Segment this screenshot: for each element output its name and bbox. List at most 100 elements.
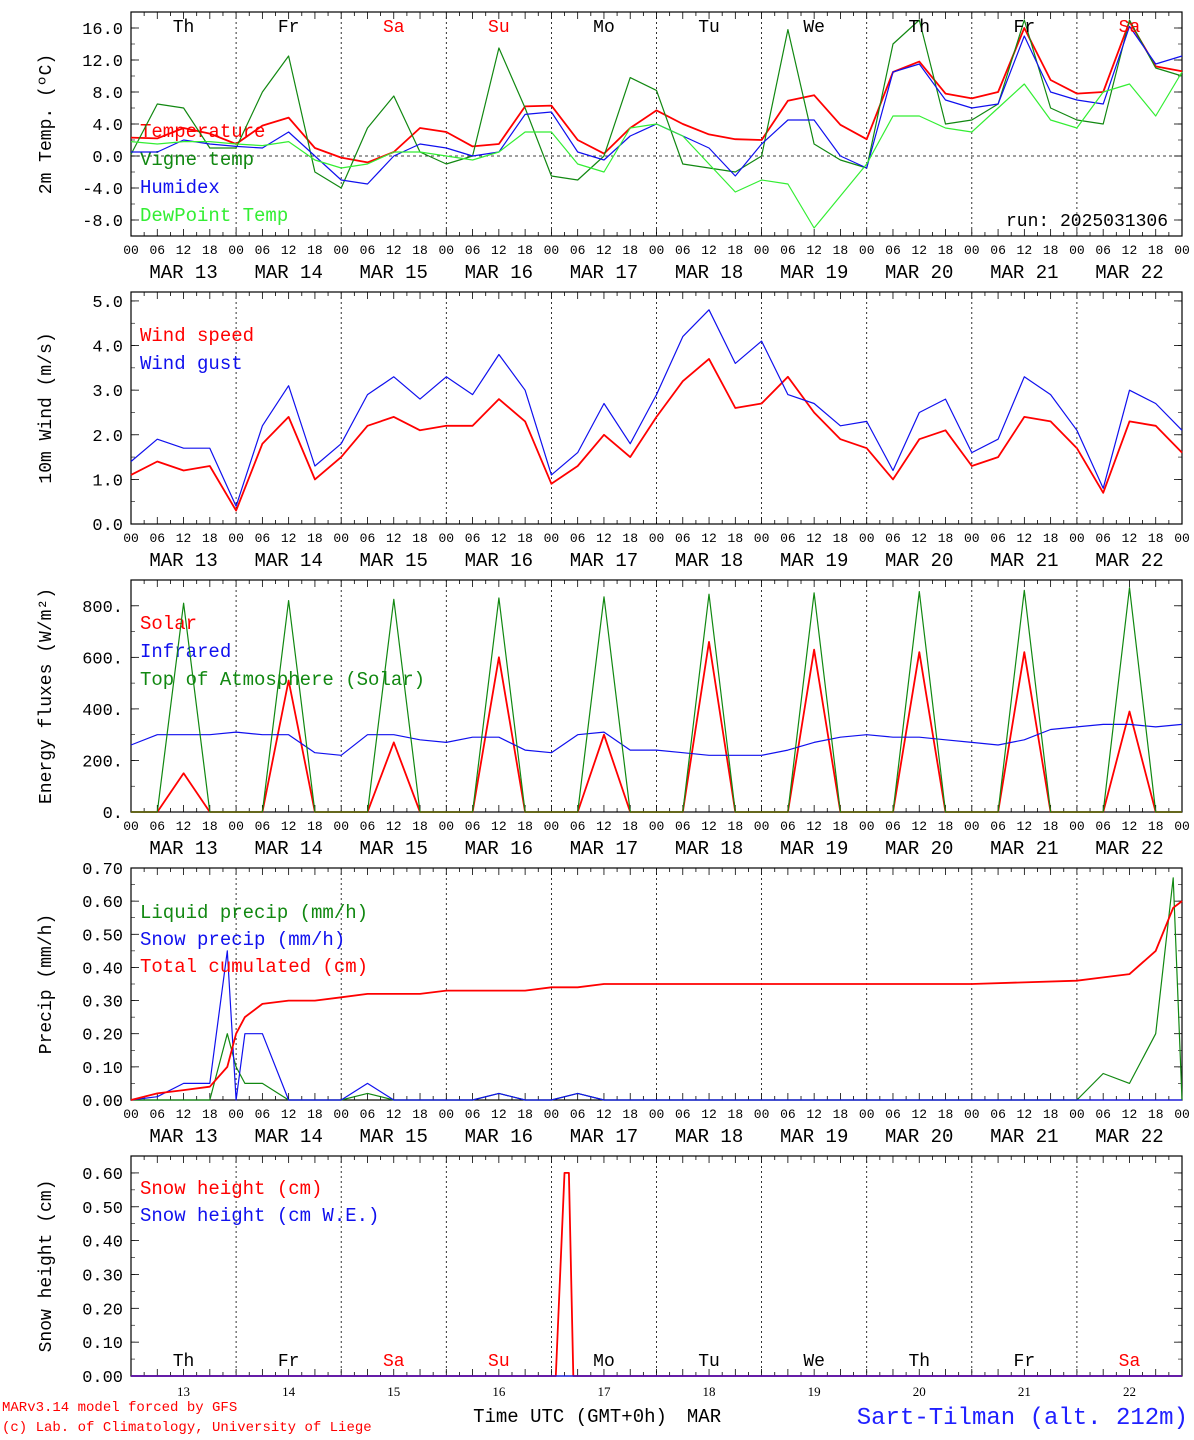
- hour-tick-label: 00: [1069, 531, 1085, 546]
- hour-tick-label: 18: [938, 531, 954, 546]
- hour-tick-label: 06: [465, 1107, 481, 1122]
- hour-tick-label: 06: [780, 1107, 796, 1122]
- legend-entry: Liquid precip (mm/h): [140, 902, 368, 924]
- hour-tick-label: 12: [596, 243, 612, 258]
- hour-tick-label: 06: [780, 531, 796, 546]
- hour-tick-label: 06: [1095, 819, 1111, 834]
- hour-tick-label: 00: [228, 531, 244, 546]
- y-tick-label: -4.0: [82, 181, 123, 200]
- day-number-label: 19: [808, 1384, 821, 1399]
- hour-tick-label: 12: [386, 819, 402, 834]
- hour-tick-label: 12: [911, 243, 927, 258]
- hour-tick-label: 12: [596, 819, 612, 834]
- hour-tick-label: 18: [1148, 531, 1164, 546]
- hour-tick-label: 12: [176, 243, 192, 258]
- weekday-label: Mo: [593, 1352, 615, 1372]
- series-line-dewpoint-temp: [130, 71, 1183, 229]
- hour-tick-label: 00: [228, 1107, 244, 1122]
- hour-tick-label: 00: [544, 1107, 560, 1122]
- y-tick-label: 4.0: [92, 117, 123, 136]
- hour-tick-label: 18: [1043, 1107, 1059, 1122]
- hour-tick-label: 12: [806, 531, 822, 546]
- weekday-label: Sa: [383, 1352, 405, 1372]
- series-line-humidex: [131, 25, 1183, 185]
- date-label: MAR 17: [570, 838, 638, 860]
- weekday-label: Mo: [593, 18, 615, 38]
- series-line-vigne-temp: [130, 19, 1183, 189]
- hour-tick-label: 18: [202, 1107, 218, 1122]
- y-axis-label: 2m Temp. (ºC): [37, 54, 57, 194]
- legend-entry: Snow height (cm W.E.): [140, 1205, 379, 1227]
- hour-tick-label: 00: [754, 1107, 770, 1122]
- hour-tick-label: 06: [780, 819, 796, 834]
- hour-tick-label: 18: [1148, 243, 1164, 258]
- hour-tick-label: 12: [911, 819, 927, 834]
- series-line-wind-speed: [130, 357, 1183, 512]
- y-tick-label: 600.: [82, 650, 123, 669]
- legend-entry: Snow height (cm): [140, 1178, 322, 1200]
- hour-tick-label: 12: [281, 1107, 297, 1122]
- date-label: MAR 15: [360, 550, 428, 572]
- hour-tick-label: 12: [491, 531, 507, 546]
- hour-tick-label: 06: [149, 531, 165, 546]
- hour-tick-label: 00: [964, 243, 980, 258]
- hour-tick-label: 00: [754, 819, 770, 834]
- hour-tick-label: 00: [228, 243, 244, 258]
- weekday-label: Fr: [278, 18, 300, 38]
- credit-lab: (c) Lab. of Climatology, University of L…: [2, 1420, 372, 1436]
- y-tick-label: 0.00: [82, 1369, 123, 1388]
- hour-tick-label: 00: [964, 531, 980, 546]
- date-label: MAR 17: [570, 262, 638, 284]
- hour-tick-label: 18: [833, 819, 849, 834]
- hour-tick-label: 00: [649, 531, 665, 546]
- weekday-label: Th: [173, 18, 195, 38]
- hour-tick-label: 18: [202, 819, 218, 834]
- y-tick-label: 0.0: [92, 517, 123, 536]
- date-label: MAR 16: [465, 262, 533, 284]
- date-label: MAR 14: [254, 838, 322, 860]
- y-tick-label: 0.10: [82, 1060, 123, 1079]
- hour-tick-label: 06: [149, 243, 165, 258]
- hour-tick-label: 18: [833, 1107, 849, 1122]
- hour-tick-label: 00: [123, 1107, 139, 1122]
- hour-tick-label: 12: [176, 819, 192, 834]
- hour-tick-label: 00: [333, 819, 349, 834]
- hour-tick-label: 12: [1017, 1107, 1033, 1122]
- weekday-label: Sa: [1119, 18, 1141, 38]
- legend-entry: DewPoint Temp: [140, 205, 288, 227]
- hour-tick-label: 18: [1148, 819, 1164, 834]
- hour-tick-label: 06: [885, 819, 901, 834]
- y-tick-label: 2.0: [92, 428, 123, 447]
- hour-tick-label: 06: [675, 243, 691, 258]
- date-label: MAR 22: [1095, 262, 1163, 284]
- hour-tick-label: 18: [833, 243, 849, 258]
- day-number-label: 20: [913, 1384, 926, 1399]
- y-tick-label: 5.0: [92, 294, 123, 313]
- date-label: MAR 19: [780, 262, 848, 284]
- day-number-label: 13: [177, 1384, 190, 1399]
- date-label: MAR 21: [990, 550, 1058, 572]
- hour-tick-label: 18: [202, 531, 218, 546]
- hour-tick-label: 00: [333, 1107, 349, 1122]
- hour-tick-label: 18: [1043, 243, 1059, 258]
- hour-tick-label: 00: [1069, 819, 1085, 834]
- day-number-label: 15: [387, 1384, 400, 1399]
- day-number-label: 17: [597, 1384, 611, 1399]
- hour-tick-label: 12: [1017, 243, 1033, 258]
- hour-tick-label: 00: [964, 1107, 980, 1122]
- hour-tick-label: 18: [622, 531, 638, 546]
- y-tick-label: 200.: [82, 753, 123, 772]
- hour-tick-label: 12: [596, 531, 612, 546]
- hour-tick-label: 06: [885, 243, 901, 258]
- hour-tick-label: 12: [911, 531, 927, 546]
- legend-entry: Top of Atmosphere (Solar): [140, 669, 425, 691]
- hour-tick-label: 06: [570, 1107, 586, 1122]
- series-line-infrared: [130, 723, 1183, 756]
- hour-tick-label: 00: [544, 531, 560, 546]
- y-tick-label: 1.0: [92, 472, 123, 491]
- legend-entry: Temperature: [140, 121, 265, 143]
- date-label: MAR 22: [1095, 1126, 1163, 1148]
- hour-tick-label: 12: [386, 531, 402, 546]
- hour-tick-label: 12: [806, 819, 822, 834]
- legend-entry: Vigne temp: [140, 149, 254, 171]
